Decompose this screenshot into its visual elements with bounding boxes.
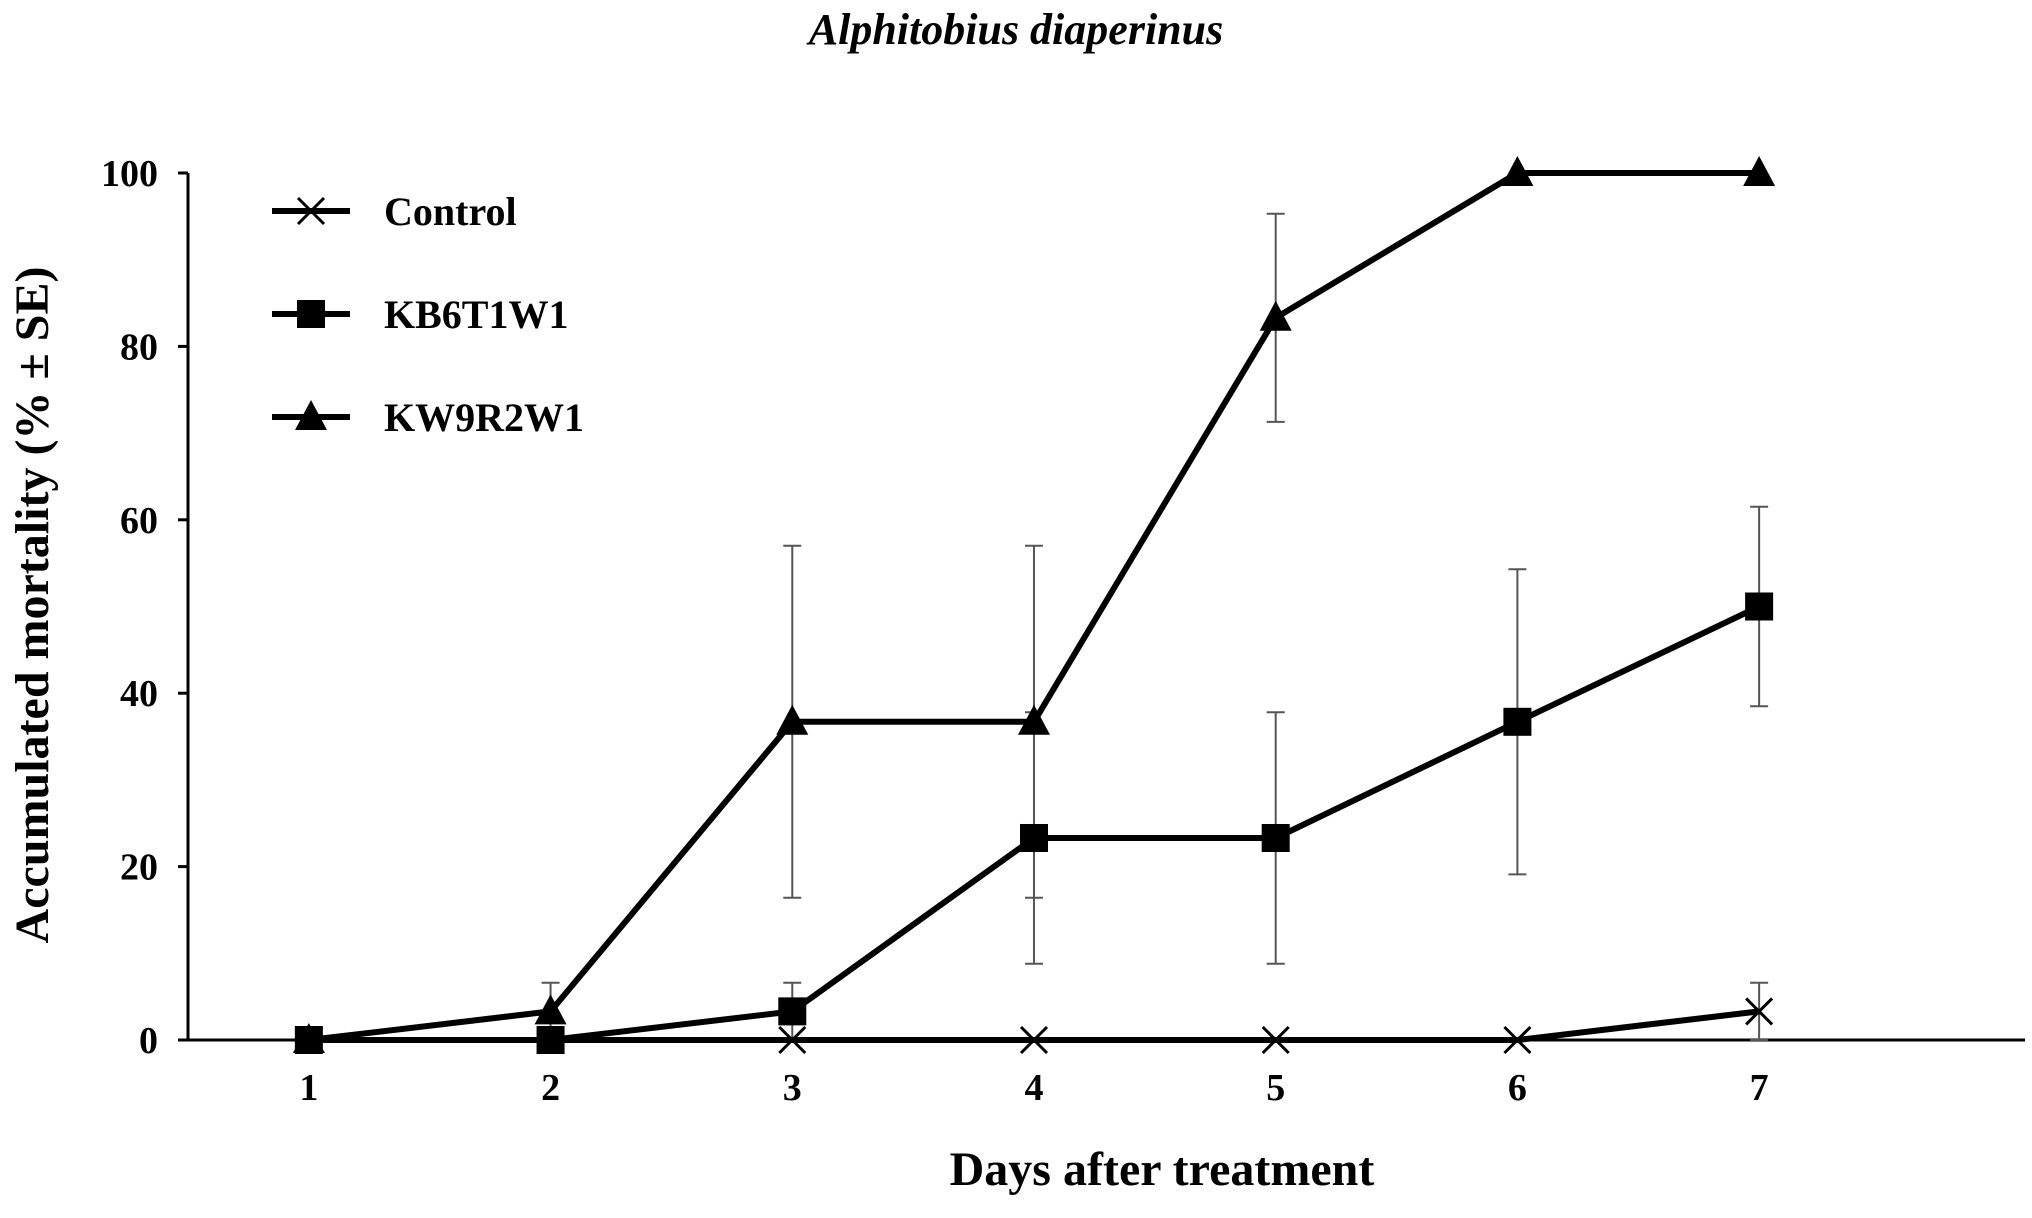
point-kb6t1w1 [1745,592,1774,621]
y-tick-label: 100 [101,153,158,195]
y-tick-label: 60 [120,500,158,542]
legend-item-kw9r2w1: KW9R2W1 [272,395,584,440]
legend-item-kb6t1w1: KB6T1W1 [272,292,568,337]
x-tick-label: 2 [541,1067,560,1109]
point-kw9r2w1 [1501,156,1534,186]
point-kb6t1w1 [778,997,807,1026]
point-control [1261,1025,1290,1055]
legend-label: KB6T1W1 [384,292,568,337]
point-control [1503,1025,1532,1055]
point-kb6t1w1 [1261,823,1290,852]
point-kw9r2w1 [1259,300,1292,331]
chart-title: Alphitobius diaperinus [806,5,1223,54]
point-control [1745,997,1774,1026]
x-tick-label: 5 [1266,1067,1285,1109]
x-tick-label: 3 [783,1067,802,1109]
point-kw9r2w1 [1017,704,1050,735]
point-kw9r2w1 [534,994,567,1025]
x-tick-label: 7 [1750,1067,1769,1109]
x-tick-label: 1 [299,1067,318,1109]
y-tick-label: 40 [120,673,158,715]
legend-marker [297,300,325,328]
legend-item-control: Control [272,189,517,234]
x-tick-label: 4 [1024,1067,1043,1109]
markers [292,156,1776,1055]
point-control [778,1025,807,1055]
x-tick-label: 6 [1508,1067,1527,1109]
legend-marker [295,400,327,430]
y-axis-title: Accumulated mortality (% ± SE) [6,267,59,944]
legend-marker [296,196,326,226]
x-axis-title: Days after treatment [950,1143,1375,1196]
point-kb6t1w1 [1019,823,1048,852]
point-kb6t1w1 [1503,707,1532,736]
legend: Control KB6T1W1 KW9R2W1 [272,189,584,440]
point-kw9r2w1 [292,1023,325,1053]
legend-label: Control [384,189,517,234]
error-bars [541,212,1769,1041]
point-kb6t1w1 [536,1026,565,1054]
y-tick-label: 20 [120,847,158,889]
point-kw9r2w1 [1743,156,1776,186]
point-control [1019,1025,1049,1055]
legend-label: KW9R2W1 [384,395,584,440]
point-kw9r2w1 [776,704,809,735]
y-tick-label: 80 [120,326,158,368]
y-tick-label: 0 [139,1020,158,1062]
